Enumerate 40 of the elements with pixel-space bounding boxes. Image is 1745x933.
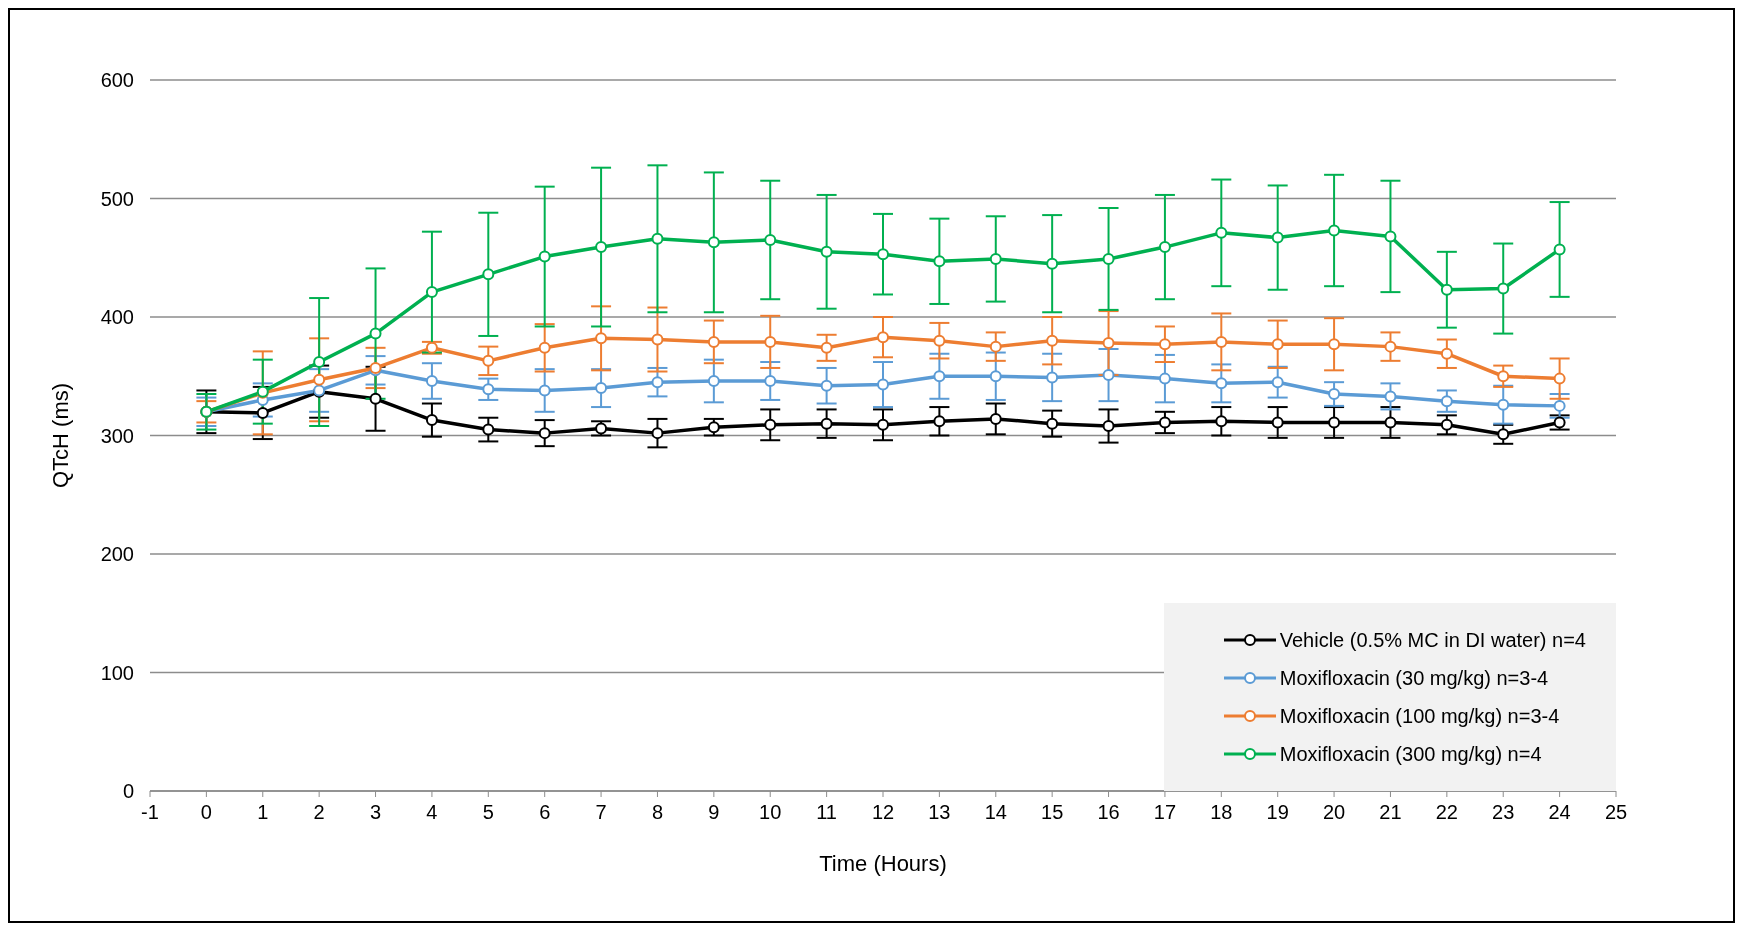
x-tick-label: 25 [1604,801,1628,824]
x-tick-label: 19 [1266,801,1289,824]
x-tick-label: 1 [257,801,269,824]
y-tick-label: 400 [100,306,134,329]
y-tick-label: 200 [100,543,134,566]
x-tick-label: 11 [816,801,837,824]
x-axis-title: Time (Hours) [819,851,947,876]
x-tick-label: 16 [1097,801,1120,824]
y-tick-label: 300 [100,424,134,447]
x-tick-label: 14 [984,801,1007,824]
legend-label: Moxifloxacin (30 mg/kg) n=3-4 [1279,666,1549,690]
x-tick-label: -1 [141,801,159,824]
x-tick-label: 0 [200,801,212,824]
x-tick-label: 5 [482,801,494,824]
y-tick-label: 100 [100,661,134,684]
x-tick-label: 8 [651,801,664,824]
y-axis-title: QTcH (ms) [47,382,73,489]
x-tick-label: 18 [1210,801,1233,824]
x-tick-label: 3 [369,801,382,824]
x-tick-label: 23 [1492,801,1515,824]
x-tick-label: 9 [708,801,720,824]
legend-label: Moxifloxacin (300 mg/kg) n=4 [1279,742,1542,766]
legend-label: Moxifloxacin (100 mg/kg) n=3-4 [1279,704,1560,728]
x-tick-label: 13 [928,801,951,824]
x-tick-label: 20 [1322,801,1346,824]
x-tick-label: 7 [595,801,607,824]
x-tick-label: 17 [1153,801,1177,824]
x-tick-label: 24 [1548,801,1571,824]
x-tick-label: 15 [1041,801,1064,824]
x-tick-label: 10 [759,801,782,824]
x-tick-label: 21 [1379,801,1402,824]
legend-label: Vehicle (0.5% MC in DI water) n=4 [1279,628,1586,652]
x-tick-label: 12 [871,801,895,824]
x-tick-label: 4 [426,801,438,824]
x-tick-label: 2 [313,801,325,824]
x-tick-label: 6 [539,801,551,824]
y-tick-label: 600 [100,69,134,92]
x-tick-label: 22 [1435,801,1458,824]
y-tick-label: 500 [100,187,134,210]
y-tick-label: 0 [122,780,134,803]
